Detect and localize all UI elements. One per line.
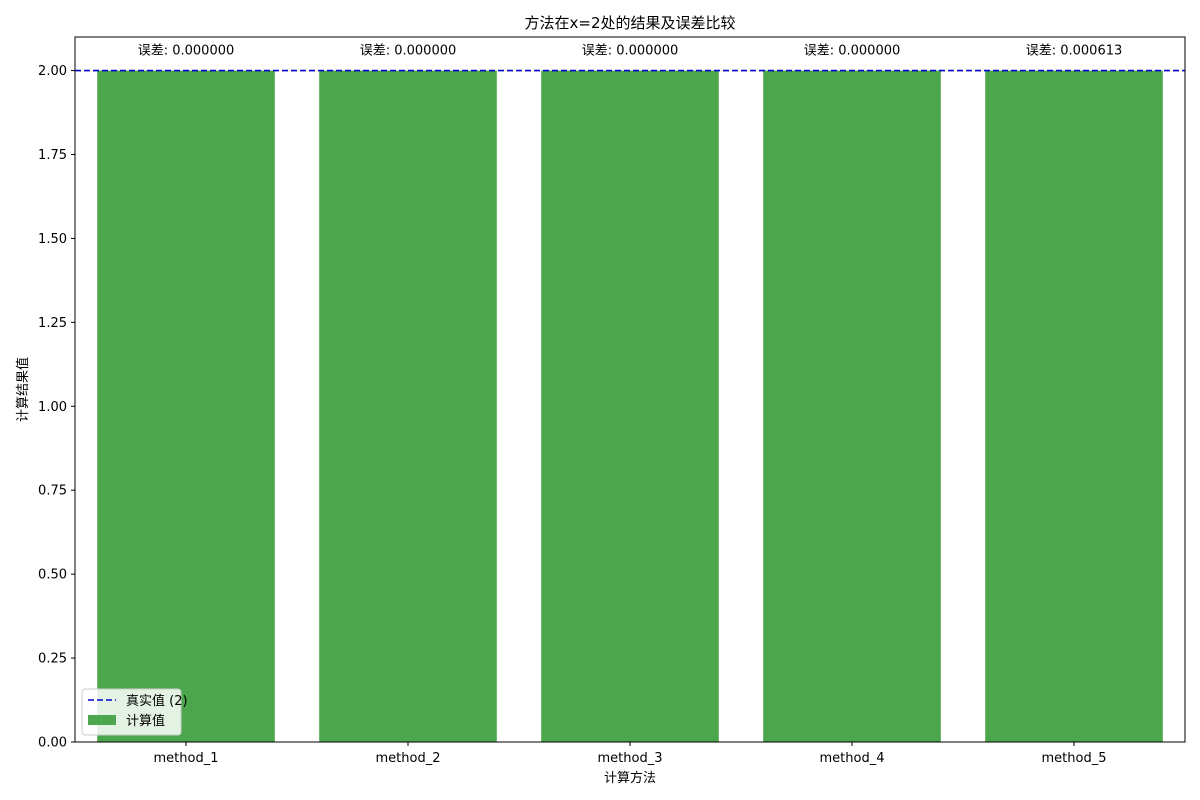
bar-method_3 xyxy=(541,70,719,743)
y-tick-label: 2.00 xyxy=(38,64,67,79)
bar-data-label: 误差: 0.000000 xyxy=(582,44,679,59)
bar-method_5 xyxy=(985,70,1163,743)
x-axis-ticks: method_1 method_2 method_3 method_4 method_5 xyxy=(154,742,1107,766)
data-labels-group: 误差: 0.000000 误差: 0.000000 误差: 0.000000 误差: … xyxy=(138,44,1123,59)
x-tick-label: method_5 xyxy=(1042,751,1107,766)
y-tick-label: 1.50 xyxy=(38,232,67,247)
x-tick-label: method_2 xyxy=(376,751,441,766)
y-axis-ticks: 0.00 0.25 0.50 0.75 1.00 1.25 1.50 1.75 2.00 xyxy=(38,64,75,751)
y-tick-label: 1.25 xyxy=(38,316,67,331)
y-tick-label: 0.75 xyxy=(38,484,67,499)
y-tick-label: 0.50 xyxy=(38,568,67,583)
y-axis-label: 计算结果值 xyxy=(15,357,31,422)
legend-bar-swatch xyxy=(88,715,116,725)
legend-bar-label: 计算值 xyxy=(126,713,165,729)
bar-data-label: 误差: 0.000000 xyxy=(138,44,235,59)
legend: 真实值 (2) 计算值 xyxy=(81,688,188,736)
chart-title: 方法在x=2处的结果及误差比较 xyxy=(525,14,736,32)
bar-data-label: 误差: 0.000000 xyxy=(804,44,901,59)
bars-group xyxy=(97,70,1163,743)
bar-method_2 xyxy=(319,70,497,743)
y-tick-label: 0.25 xyxy=(38,652,67,667)
y-tick-label: 1.00 xyxy=(38,400,67,415)
x-tick-label: method_4 xyxy=(820,751,885,766)
bar-data-label: 误差: 0.000613 xyxy=(1026,44,1123,59)
bar-method_1 xyxy=(97,70,275,743)
x-axis-label: 计算方法 xyxy=(604,770,656,786)
bar-data-label: 误差: 0.000000 xyxy=(360,44,457,59)
y-tick-label: 0.00 xyxy=(38,736,67,751)
y-tick-label: 1.75 xyxy=(38,148,67,163)
legend-reference-label: 真实值 (2) xyxy=(126,693,188,709)
x-tick-label: method_3 xyxy=(598,751,663,766)
bar-method_4 xyxy=(763,70,941,743)
x-tick-label: method_1 xyxy=(154,751,219,766)
